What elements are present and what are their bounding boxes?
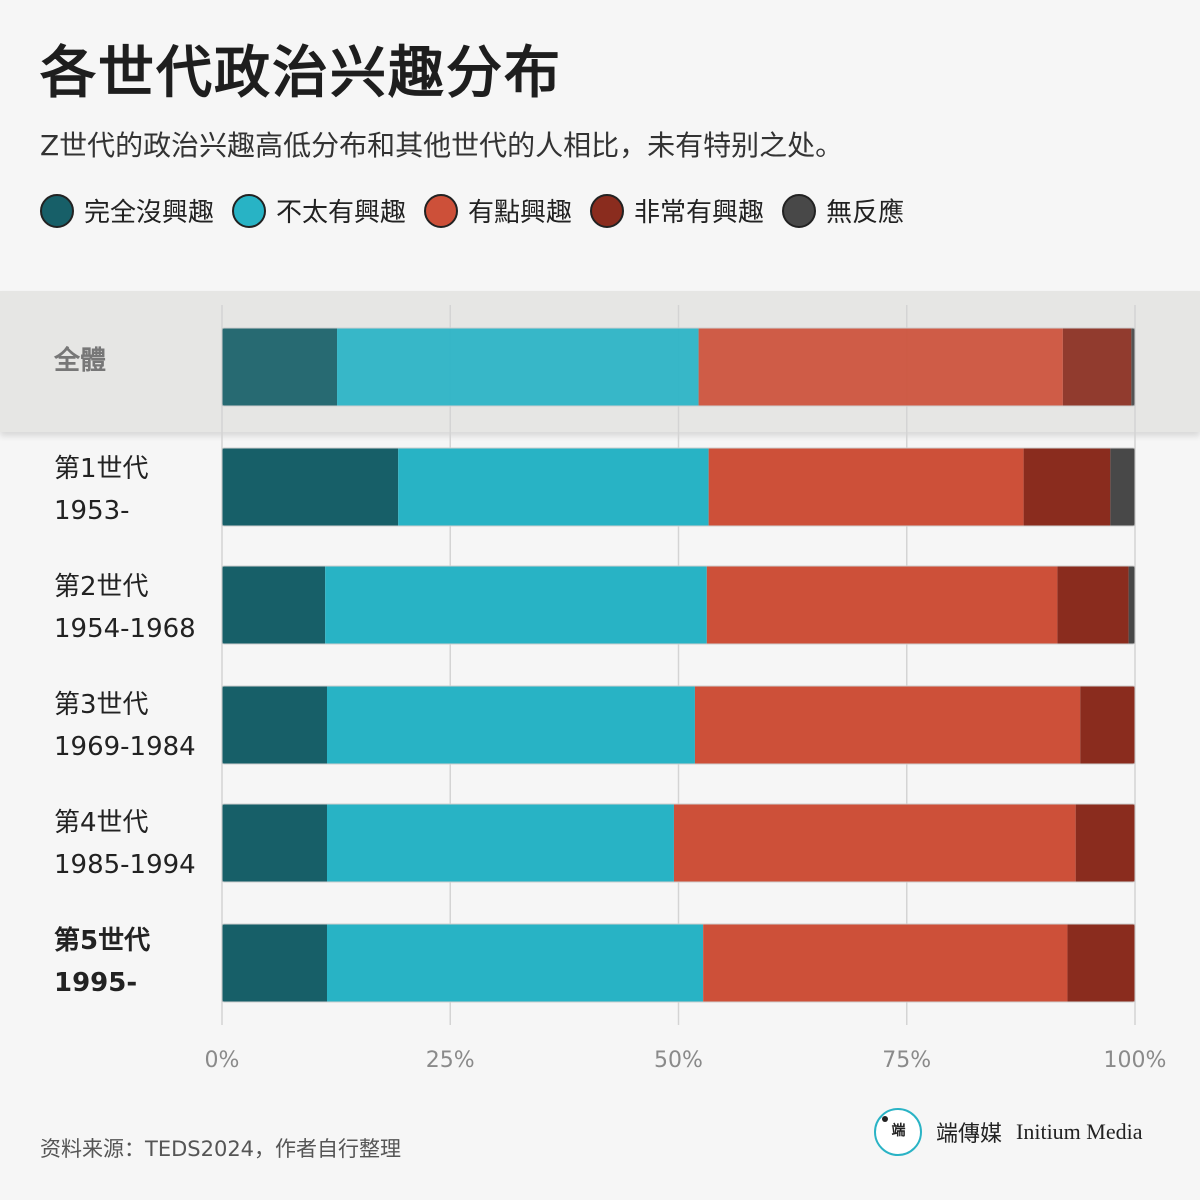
chart-title: 各世代政治兴趣分布 xyxy=(40,41,562,106)
legend-swatch-very xyxy=(590,193,625,228)
row-label-gen4-years: 1985-1994 xyxy=(54,850,196,880)
brand-logo-dot xyxy=(882,1116,888,1122)
bar-segment-row3-series2 xyxy=(694,686,1081,764)
x-tick-label-0: 0% xyxy=(205,1048,240,1073)
row-label-gen4-name: 第4世代 xyxy=(54,808,149,838)
bar-segment-row4-series2 xyxy=(673,804,1076,882)
row-label-gen3: 第3世代 1969-1984 xyxy=(54,684,196,768)
x-tick-label-4: 100% xyxy=(1104,1048,1167,1073)
legend-item-none-at-all: 完全沒興趣 xyxy=(40,192,214,229)
row-label-gen5: 第5世代 1995- xyxy=(54,920,150,1004)
brand-name: 端傳媒 xyxy=(936,1122,1003,1147)
bar-segment-row4-series3 xyxy=(1075,804,1135,882)
legend-item-not-very: 不太有興趣 xyxy=(232,192,406,229)
legend-label-somewhat: 有點興趣 xyxy=(468,198,573,228)
chart-subtitle: Z世代的政治兴趣高低分布和其他世代的人相比，未有特别之处。 xyxy=(40,129,844,162)
row-label-gen4: 第4世代 1985-1994 xyxy=(54,802,196,886)
x-tick-label-2: 50% xyxy=(654,1048,703,1073)
bar-segment-row2-series2 xyxy=(706,566,1058,644)
bar-segment-row3-series1 xyxy=(326,686,695,764)
bar-segment-row0-series4 xyxy=(1131,328,1135,406)
bar-segment-row1-series4 xyxy=(1110,448,1135,526)
row-label-gen1-years: 1953- xyxy=(54,496,130,526)
bar-segment-row0-series2 xyxy=(698,328,1063,406)
bar-outline-row3 xyxy=(221,685,1136,765)
bar-outline-row1 xyxy=(221,447,1136,527)
bar-segment-row1-series3 xyxy=(1023,448,1111,526)
row-label-gen3-name: 第3世代 xyxy=(54,690,149,720)
legend-label-not-very: 不太有興趣 xyxy=(276,198,407,228)
bar-outline-row2 xyxy=(221,565,1136,645)
bar-segment-row5-series0 xyxy=(222,924,327,1002)
legend-label-none-at-all: 完全沒興趣 xyxy=(84,198,215,228)
bar-segment-row0-series3 xyxy=(1062,328,1132,406)
bar-segment-row2-series1 xyxy=(325,566,707,644)
brand[interactable]: 端 端傳媒 Initium Media xyxy=(874,1108,1143,1156)
row-label-gen3-years: 1969-1984 xyxy=(54,732,196,762)
bar-segment-row1-series1 xyxy=(398,448,709,526)
bar-outline-row5 xyxy=(221,923,1136,1003)
bar-segment-row4-series1 xyxy=(326,804,674,882)
legend: 完全沒興趣 不太有興趣 有點興趣 非常有興趣 無反應 xyxy=(40,192,908,229)
row-label-total-line1: 全體 xyxy=(54,346,107,376)
legend-label-no-response: 無反應 xyxy=(826,198,905,228)
row-label-gen2: 第2世代 1954-1968 xyxy=(54,566,196,650)
x-tick-label-1: 25% xyxy=(426,1048,475,1073)
bar-segment-row1-series0 xyxy=(222,448,399,526)
bar-segment-row4-series0 xyxy=(222,804,327,882)
bar-segment-row2-series3 xyxy=(1057,566,1129,644)
bar-segment-row2-series0 xyxy=(222,566,326,644)
brand-logo-glyph: 端 xyxy=(891,1123,906,1139)
row-label-gen2-years: 1954-1968 xyxy=(54,614,196,644)
legend-swatch-none-at-all xyxy=(40,193,74,228)
row-label-gen1: 第1世代 1953- xyxy=(54,448,149,532)
bar-segment-row3-series3 xyxy=(1080,686,1135,764)
bar-segment-row0-series1 xyxy=(337,328,699,406)
legend-swatch-not-very xyxy=(232,193,267,228)
x-tick-label-3: 75% xyxy=(882,1048,931,1073)
bar-segment-row2-series4 xyxy=(1128,566,1135,644)
row-label-gen5-name: 第5世代 xyxy=(54,926,151,956)
source-note: 资料来源：TEDS2024，作者自行整理 xyxy=(40,1137,402,1161)
stacked-bar-chart: 0% 25% 50% 75% 100% xyxy=(205,305,1167,1073)
bar-segment-row5-series2 xyxy=(703,924,1068,1002)
legend-label-very: 非常有興趣 xyxy=(634,198,765,228)
legend-item-no-response: 無反應 xyxy=(782,192,904,229)
bar-segment-row1-series2 xyxy=(708,448,1024,526)
legend-swatch-no-response xyxy=(782,193,817,228)
bar-segment-row3-series0 xyxy=(222,686,327,764)
row-label-gen1-name: 第1世代 xyxy=(54,454,149,484)
row-label-gen5-years: 1995- xyxy=(54,968,138,998)
legend-swatch-somewhat xyxy=(424,193,459,228)
brand-name-english: Initium Media xyxy=(1016,1119,1143,1144)
bar-segment-row5-series1 xyxy=(326,924,704,1002)
legend-item-very: 非常有興趣 xyxy=(590,192,764,229)
bar-outline-row0 xyxy=(221,327,1136,407)
bar-segment-row5-series3 xyxy=(1067,924,1135,1002)
bar-segment-row0-series0 xyxy=(222,328,338,406)
bar-outline-row4 xyxy=(221,803,1136,883)
row-label-total: 全體 xyxy=(54,340,106,382)
brand-logo-icon: 端 xyxy=(874,1108,922,1156)
legend-item-somewhat: 有點興趣 xyxy=(424,192,572,229)
row-label-gen2-name: 第2世代 xyxy=(54,572,149,602)
